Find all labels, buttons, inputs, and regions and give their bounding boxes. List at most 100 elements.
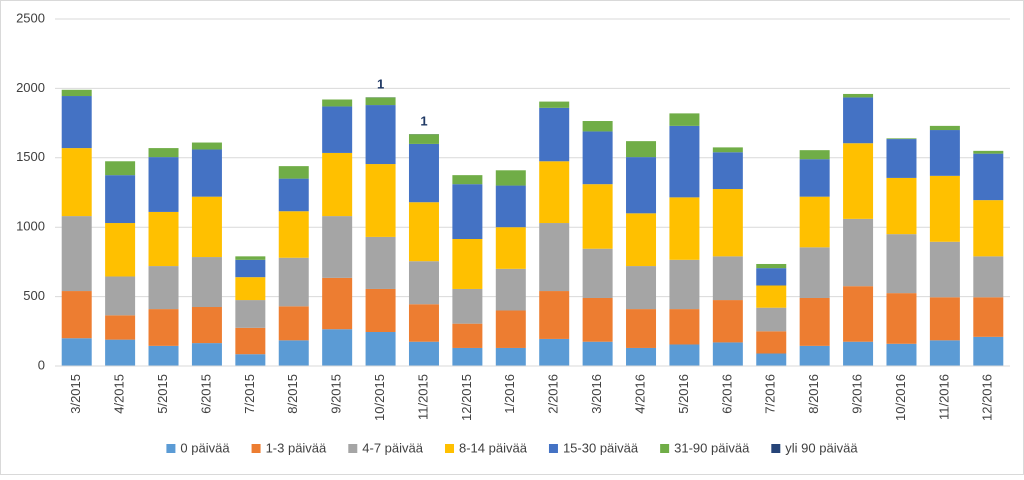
y-tick-label: 500 xyxy=(23,288,45,303)
bar-segment xyxy=(409,134,439,144)
bar-segment xyxy=(409,202,439,261)
bar-segment xyxy=(235,354,265,366)
bar-segment xyxy=(930,297,960,340)
bar-segment xyxy=(539,223,569,291)
bar-segment xyxy=(626,141,656,157)
bar-segment xyxy=(669,309,699,344)
bar-segment xyxy=(713,300,743,342)
bar-segment xyxy=(800,197,830,248)
y-tick-label: 0 xyxy=(38,357,45,372)
bar-segment xyxy=(843,143,873,219)
bar-segment xyxy=(583,249,613,298)
x-tick-label: 7/2015 xyxy=(242,374,257,414)
legend-label: yli 90 päivää xyxy=(785,440,858,455)
bar-segment xyxy=(843,219,873,286)
bar-segment xyxy=(756,285,786,307)
bar-segment xyxy=(192,307,222,343)
bar-segment xyxy=(843,286,873,342)
bar-segment xyxy=(583,298,613,342)
bar-segment xyxy=(105,340,135,366)
bar-segment xyxy=(149,148,179,157)
y-tick-label: 2500 xyxy=(16,10,45,25)
x-tick-label: 5/2016 xyxy=(676,374,691,414)
bar-segment xyxy=(279,340,309,366)
bar-segment xyxy=(279,211,309,257)
x-tick-label: 11/2015 xyxy=(415,374,430,420)
bar-segment xyxy=(973,337,1003,366)
bar-segment xyxy=(886,138,916,139)
bar-segment xyxy=(409,342,439,366)
legend-label: 0 päivää xyxy=(180,440,230,455)
bar-segment xyxy=(626,266,656,309)
bar-segment xyxy=(279,306,309,340)
bar-segment xyxy=(149,266,179,309)
bar-segment xyxy=(279,258,309,307)
y-tick-label: 2000 xyxy=(16,80,45,95)
bar-segment xyxy=(886,234,916,293)
bar-segment xyxy=(756,308,786,332)
bar-segment xyxy=(973,256,1003,297)
x-tick-label: 8/2015 xyxy=(285,374,300,414)
bar-segment xyxy=(366,164,396,237)
bar-segment xyxy=(886,139,916,178)
bar-segment xyxy=(626,213,656,266)
bar-segment xyxy=(886,344,916,366)
x-tick-label: 11/2016 xyxy=(936,374,951,420)
bar-segment xyxy=(366,289,396,332)
bar-segment xyxy=(105,175,135,223)
bar-segment xyxy=(366,105,396,164)
bar-segment xyxy=(930,176,960,242)
bar-segment xyxy=(713,147,743,152)
bar-segment xyxy=(539,102,569,108)
bar-segment xyxy=(322,278,352,329)
bar-segment xyxy=(409,144,439,202)
bar-segment xyxy=(756,354,786,366)
bar-segment xyxy=(105,223,135,276)
bar-segment xyxy=(626,157,656,213)
x-tick-label: 9/2016 xyxy=(850,374,865,414)
bar-segment xyxy=(192,257,222,307)
bar-segment xyxy=(452,239,482,289)
bar-segment xyxy=(409,261,439,304)
bar-segment xyxy=(322,153,352,216)
bar-segment xyxy=(539,161,569,223)
legend-label: 4-7 päivää xyxy=(362,440,423,455)
bar-segment xyxy=(930,130,960,176)
bar-segment xyxy=(713,189,743,256)
bar-segment xyxy=(322,216,352,278)
bar-segment xyxy=(930,340,960,366)
legend-swatch xyxy=(771,444,780,453)
bar-segment xyxy=(669,260,699,309)
data-label: 1 xyxy=(377,77,384,92)
bar-segment xyxy=(366,237,396,289)
bar-segment xyxy=(886,178,916,234)
bar-segment xyxy=(105,315,135,339)
bar-segment xyxy=(452,175,482,184)
bar-segment xyxy=(756,331,786,353)
x-tick-label: 10/2015 xyxy=(372,374,387,421)
bar-segment xyxy=(366,332,396,366)
bar-segment xyxy=(800,346,830,366)
bar-segment xyxy=(62,291,92,338)
bar-segment xyxy=(105,276,135,315)
bar-segment xyxy=(62,148,92,216)
bar-segment xyxy=(843,94,873,97)
legend-swatch xyxy=(348,444,357,453)
y-tick-label: 1500 xyxy=(16,149,45,164)
x-tick-label: 2/2016 xyxy=(546,374,561,414)
bar-segment xyxy=(366,97,396,105)
bar-segment xyxy=(973,151,1003,154)
bar-segment xyxy=(322,106,352,152)
legend-swatch xyxy=(549,444,558,453)
legend-label: 1-3 päivää xyxy=(266,440,327,455)
legend-swatch xyxy=(166,444,175,453)
x-tick-label: 6/2015 xyxy=(198,374,213,414)
bar-segment xyxy=(973,154,1003,200)
data-label: 1 xyxy=(420,114,427,129)
legend-label: 8-14 päivää xyxy=(459,440,528,455)
bar-segment xyxy=(843,97,873,143)
bar-segment xyxy=(62,96,92,148)
x-tick-label: 6/2016 xyxy=(719,374,734,414)
bar-segment xyxy=(149,346,179,366)
bar-segment xyxy=(452,184,482,239)
